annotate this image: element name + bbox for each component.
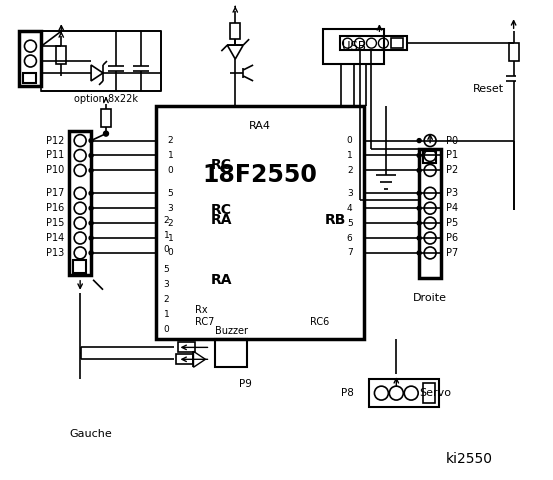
Bar [176, 354, 194, 364]
Text: 0: 0 [168, 249, 174, 257]
Text: 0: 0 [164, 325, 169, 334]
Circle shape [103, 131, 108, 136]
Text: RC: RC [210, 158, 231, 172]
Circle shape [417, 192, 421, 195]
Text: 3: 3 [347, 189, 353, 198]
Bar [178, 342, 195, 352]
Bar [323, 29, 384, 64]
Text: P8: P8 [341, 388, 354, 398]
Text: 0: 0 [164, 245, 169, 254]
Text: RA4: RA4 [249, 120, 271, 131]
Bar [423, 151, 436, 164]
Text: P7: P7 [446, 248, 458, 258]
Text: P6: P6 [446, 233, 458, 243]
Text: Droite: Droite [413, 293, 447, 303]
Bar [156, 106, 364, 339]
Circle shape [89, 236, 93, 240]
Text: P12: P12 [46, 135, 64, 145]
Text: Reset: Reset [473, 84, 504, 94]
Text: 1: 1 [168, 233, 174, 242]
Text: RA: RA [210, 213, 232, 227]
Bar [340, 36, 407, 50]
Bar [41, 31, 161, 91]
Circle shape [417, 168, 421, 172]
Text: 2: 2 [168, 136, 173, 145]
Circle shape [417, 139, 421, 143]
Bar [23, 73, 36, 83]
Text: 1: 1 [164, 310, 169, 319]
Text: 5: 5 [347, 218, 353, 228]
Text: 18F2550: 18F2550 [202, 163, 317, 187]
Text: USB: USB [342, 40, 366, 53]
Text: P5: P5 [446, 218, 458, 228]
Text: P13: P13 [46, 248, 64, 258]
Text: 2: 2 [164, 216, 169, 225]
Text: 6: 6 [347, 233, 353, 242]
Text: 2: 2 [347, 166, 353, 175]
Text: ki2550: ki2550 [445, 452, 492, 466]
Text: P16: P16 [46, 203, 64, 213]
Text: P14: P14 [46, 233, 64, 243]
Text: 3: 3 [164, 280, 169, 289]
Text: 3: 3 [168, 204, 174, 213]
Bar [56, 46, 66, 64]
Circle shape [89, 168, 93, 172]
Text: P11: P11 [46, 151, 64, 160]
Text: RC6: RC6 [310, 316, 329, 326]
Circle shape [417, 251, 421, 255]
Text: Rx: Rx [195, 305, 208, 314]
Bar [369, 379, 439, 407]
Text: P0: P0 [446, 135, 458, 145]
Text: 0: 0 [168, 166, 174, 175]
Text: P3: P3 [446, 188, 458, 198]
Text: Servo: Servo [419, 388, 451, 398]
Bar [509, 43, 519, 61]
Bar [230, 23, 240, 39]
Circle shape [417, 206, 421, 210]
Bar [19, 31, 41, 86]
Circle shape [89, 251, 93, 255]
Text: 5: 5 [164, 265, 169, 275]
Bar [392, 38, 403, 48]
Text: Buzzer: Buzzer [215, 326, 248, 336]
Text: P2: P2 [446, 166, 458, 175]
Text: P17: P17 [46, 188, 64, 198]
Bar [215, 339, 247, 367]
Text: 0: 0 [347, 136, 353, 145]
Circle shape [89, 206, 93, 210]
Text: P1: P1 [446, 151, 458, 160]
Text: 5: 5 [168, 189, 174, 198]
Text: P15: P15 [46, 218, 64, 228]
Bar [419, 148, 441, 278]
Text: 2: 2 [164, 295, 169, 304]
Circle shape [417, 236, 421, 240]
Circle shape [417, 154, 421, 157]
Text: 1: 1 [168, 151, 174, 160]
Text: RC: RC [210, 203, 231, 217]
Circle shape [89, 139, 93, 143]
Text: P4: P4 [446, 203, 458, 213]
Text: RA: RA [210, 273, 232, 287]
Text: 4: 4 [347, 204, 353, 213]
Circle shape [417, 221, 421, 225]
Text: RB: RB [325, 213, 346, 227]
Text: 1: 1 [164, 230, 169, 240]
Text: P10: P10 [46, 166, 64, 175]
Text: 2: 2 [168, 218, 173, 228]
Text: Gauche: Gauche [70, 429, 112, 439]
Text: 1: 1 [347, 151, 353, 160]
Bar [101, 109, 111, 127]
Circle shape [89, 154, 93, 157]
Circle shape [89, 221, 93, 225]
Bar [69, 131, 91, 275]
Bar [423, 383, 435, 403]
Text: 7: 7 [347, 249, 353, 257]
Circle shape [89, 192, 93, 195]
Text: option 8x22k: option 8x22k [74, 94, 138, 104]
Text: P9: P9 [239, 379, 252, 389]
Text: RC7: RC7 [195, 316, 215, 326]
Bar [73, 260, 86, 273]
